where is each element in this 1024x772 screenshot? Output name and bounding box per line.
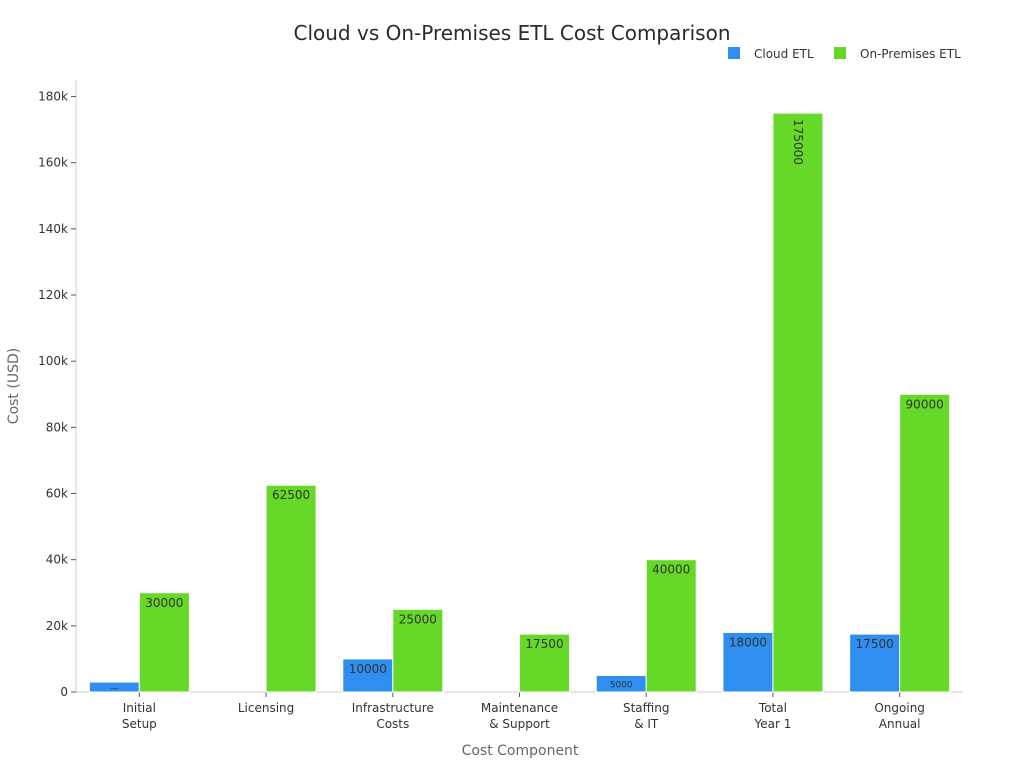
on-premises-etl-bar[interactable] <box>392 608 444 693</box>
on-premises-etl-bar[interactable] <box>645 559 697 693</box>
on-premises-etl-bar[interactable] <box>899 393 951 693</box>
y-axis-label: Cost (USD) <box>6 348 22 424</box>
data-label: 17500 <box>856 637 894 651</box>
cloud-etl-bar[interactable] <box>849 633 901 693</box>
y-tick-label: 0 <box>60 685 68 699</box>
data-label: 175000 <box>791 119 805 165</box>
x-tick-label: Staffing & IT <box>623 701 670 731</box>
data-label: — <box>110 684 119 694</box>
y-tick-label: 120k <box>38 288 68 302</box>
cloud-etl-bar[interactable] <box>722 631 774 693</box>
x-tick-label: Infrastructure Costs <box>352 701 434 731</box>
data-label: 5000 <box>610 681 633 691</box>
y-tick-label: 180k <box>38 90 68 104</box>
y-tick-label: 80k <box>46 420 68 434</box>
on-premises-etl-bar[interactable] <box>519 633 570 693</box>
on-premises-etl-bar[interactable] <box>138 592 190 693</box>
y-tick-label: 40k <box>46 553 68 567</box>
data-label: 17500 <box>525 637 563 651</box>
y-tick-label: 100k <box>38 354 68 368</box>
data-label: 10000 <box>349 662 387 676</box>
chart-title: Cloud vs On-Premises ETL Cost Comparison <box>294 21 731 45</box>
data-label: 30000 <box>145 596 183 610</box>
x-tick-label: Ongoing Annual <box>874 701 925 731</box>
x-tick-label: Licensing <box>238 701 294 715</box>
data-label: 90000 <box>906 397 944 411</box>
legend-label-cloud-etl[interactable]: Cloud ETL <box>754 47 814 61</box>
y-axis: 0 20k 40k 60k 80k 100k 120k 140k 160k 180k <box>38 80 77 699</box>
legend-swatch-on-premises-etl[interactable] <box>834 47 846 59</box>
y-tick-label: 140k <box>38 222 68 236</box>
x-tick-label: Maintenance & Support <box>481 701 558 731</box>
data-label: 62500 <box>272 488 310 502</box>
on-premises-etl-bar[interactable] <box>265 484 317 693</box>
cloud-etl-bar[interactable] <box>342 658 394 693</box>
y-tick-label: 60k <box>46 487 68 501</box>
legend-label-on-premises-etl[interactable]: On-Premises ETL <box>860 47 961 61</box>
y-tick-label: 20k <box>46 619 68 633</box>
x-tick-label: Total Year 1 <box>753 701 791 731</box>
legend: Cloud ETL On-Premises ETL <box>728 47 961 61</box>
data-label: 25000 <box>399 612 437 626</box>
y-tick-label: 160k <box>38 156 68 170</box>
legend-swatch-cloud-etl[interactable] <box>728 47 740 59</box>
bars-group: — 30000 62500 10000 25000 17500 5000 40000 18000… <box>88 112 951 694</box>
x-tick-label: Initial Setup <box>122 701 157 731</box>
x-axis-label: Cost Component <box>462 743 579 759</box>
data-label: 18000 <box>729 635 767 649</box>
x-axis: Initial Setup Licensing Infrastructure Costs… <box>76 691 963 731</box>
data-label: 40000 <box>652 563 690 577</box>
on-premises-etl-bar[interactable] <box>772 112 824 693</box>
